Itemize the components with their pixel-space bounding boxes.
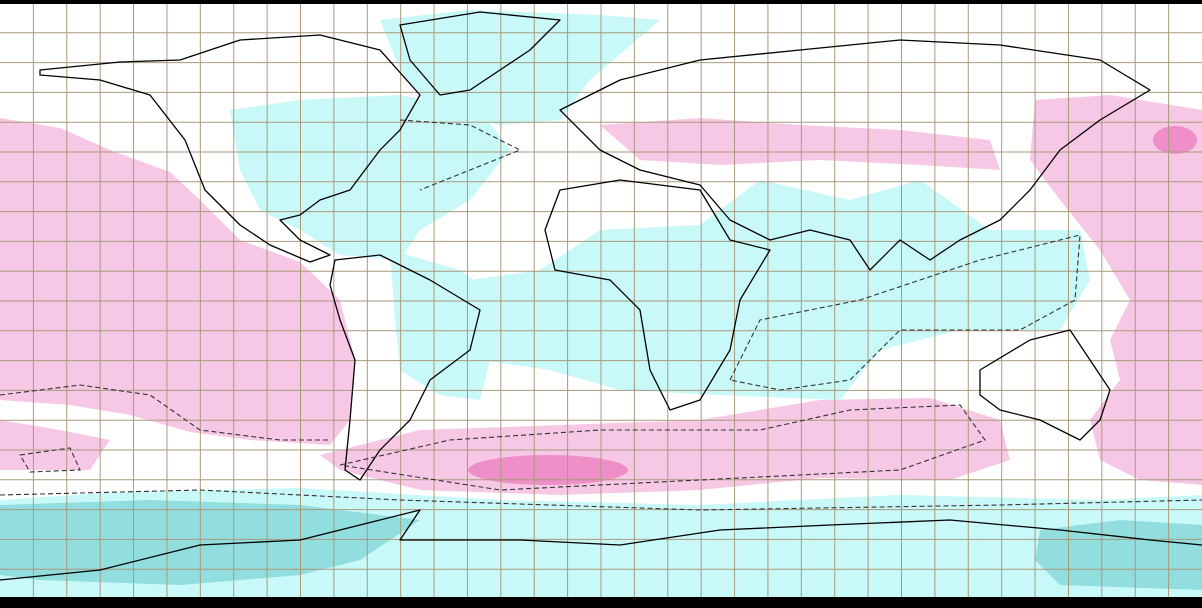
contour-line	[19, 447, 81, 473]
cyan-region	[390, 250, 500, 400]
south-america	[329, 254, 481, 481]
teal-region	[1035, 520, 1202, 590]
coastlines	[0, 11, 1202, 581]
pink-core	[468, 455, 628, 485]
pink-core	[1153, 126, 1197, 154]
contour-line	[729, 234, 1081, 391]
contours	[0, 119, 1202, 511]
pink-region	[0, 420, 110, 470]
pink-region	[600, 118, 1000, 170]
eurasia	[559, 39, 1151, 271]
pink-region	[1030, 95, 1202, 485]
top-border	[0, 0, 1202, 4]
australia	[979, 329, 1111, 441]
north-america	[39, 34, 421, 263]
cyan-region	[380, 10, 660, 125]
antarctica	[0, 509, 1202, 581]
graticule	[0, 4, 1202, 597]
pink-region	[0, 118, 355, 445]
africa	[544, 179, 771, 411]
greenland	[399, 11, 561, 96]
contour-line	[0, 489, 1202, 511]
teal-region	[0, 500, 420, 585]
bottom-border	[0, 597, 1202, 608]
contour-line	[339, 404, 986, 491]
contour-line	[0, 384, 330, 441]
